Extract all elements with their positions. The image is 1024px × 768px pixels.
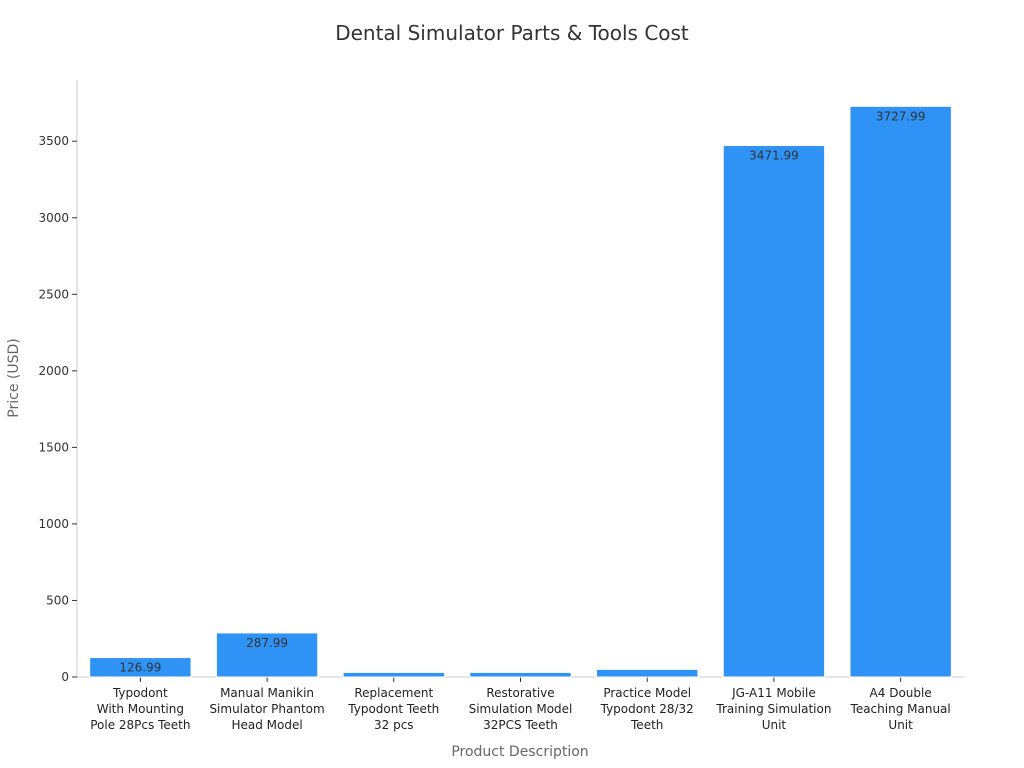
bar [722,145,826,678]
bar-value-label: 287.99 [246,636,288,650]
y-tick-label: 500 [46,593,69,607]
x-tick-label: Typodont With Mounting Pole 28Pcs Teeth [90,686,190,732]
bar [469,671,572,678]
y-tick-label: 2500 [38,287,69,301]
chart-title: Dental Simulator Parts & Tools Cost [335,21,689,45]
x-tick-label: Restorative Simulation Model 32PCS Teeth [469,686,573,732]
x-axis-title: Product Description [451,744,588,760]
y-tick-label: 3000 [38,211,69,225]
y-tick-label: 0 [61,670,69,684]
x-tick-label: A4 Double Teaching Manual Unit [850,686,951,732]
x-tick-label: JG-A11 Mobile Training Simulation Unit [715,686,831,732]
x-axis: Typodont With Mounting Pole 28Pcs Teeth Man… [77,676,964,732]
bar-value-label: 126.99 [119,661,161,675]
y-axis: 0 500 1000 1500 2000 2500 3000 3500 [38,80,78,684]
y-tick-label: 2000 [38,364,69,378]
bar-value-label: 3727.99 [876,109,926,123]
x-tick-label: Practice Model Typodont 28/32 Teeth [600,686,694,732]
bar-value-label: 3471.99 [749,149,799,163]
y-tick-label: 1500 [38,440,69,454]
y-tick-label: 3500 [38,134,69,148]
bar [849,105,952,678]
x-tick-label: Replacement Typodont Teeth 32 pcs [347,686,439,732]
y-tick-label: 1000 [38,517,69,531]
bars-group [89,105,952,678]
bar [215,632,319,678]
x-tick-label: Manual Manikin Simulator Phantom Head Mode… [209,686,324,732]
data-labels-group: 126.99 287.99 3471.99 3727.99 [119,109,925,674]
y-axis-title: Price (USD) [6,338,22,417]
bar [89,657,192,678]
bar [342,671,445,678]
bar [596,668,699,678]
